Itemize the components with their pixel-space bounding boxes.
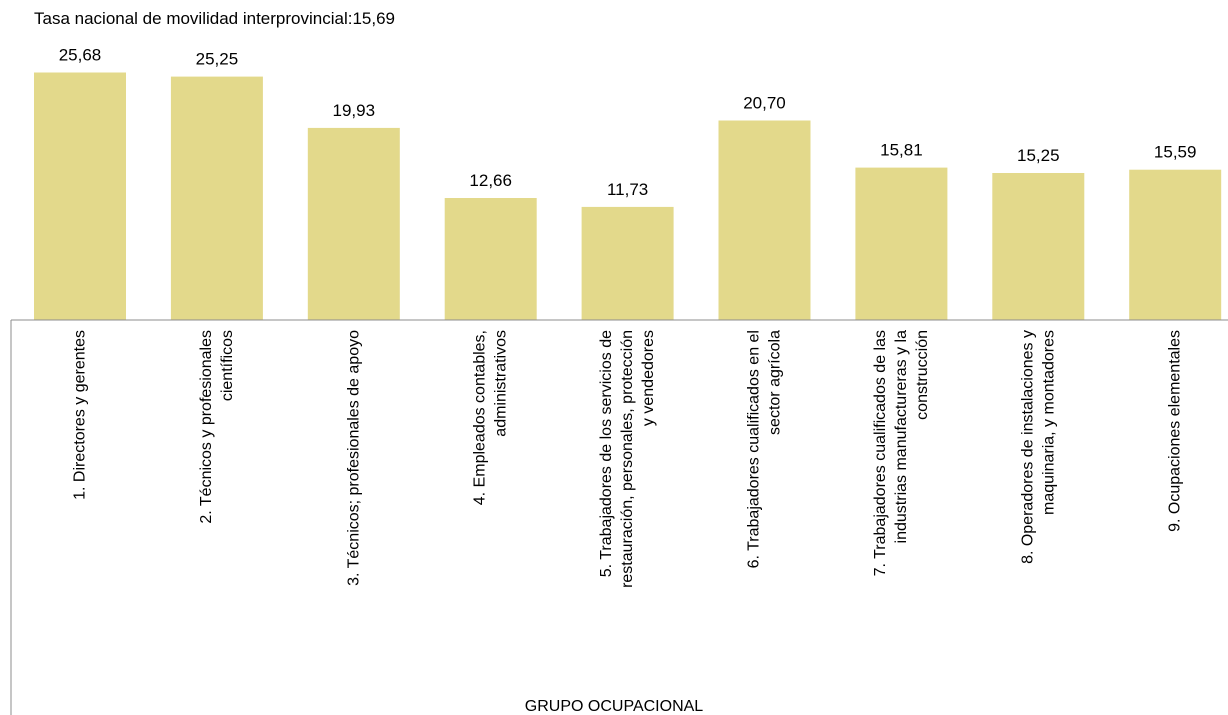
category-label-line: 6. Trabajadores cualificados en el <box>746 330 763 568</box>
bar-9 <box>1129 169 1222 320</box>
category-label-line: construcción <box>914 330 931 420</box>
bar-8 <box>992 173 1085 320</box>
value-label-2: 25,25 <box>196 50 239 69</box>
category-label-line: sector agrícola <box>767 330 784 435</box>
value-label-8: 15,25 <box>1017 146 1060 165</box>
bar-1 <box>34 72 126 320</box>
category-label-line: 2. Técnicos y profesionales <box>198 330 215 524</box>
category-label-3: 3. Técnicos; profesionales de apoyo <box>345 330 362 586</box>
category-label-line: maquinaria, y montadores <box>1040 330 1057 515</box>
bars-group <box>34 72 1222 321</box>
category-label-line: 1. Directores y gerentes <box>72 330 89 500</box>
value-label-9: 15,59 <box>1154 143 1197 162</box>
category-label-line: científicos <box>219 330 236 401</box>
category-label-line: 9. Ocupaciones elementales <box>1167 330 1184 532</box>
bar-2 <box>170 76 263 320</box>
category-label-line: 5. Trabajadores de los servicios de <box>598 330 615 577</box>
category-label-5: 5. Trabajadores de los servicios de resta… <box>598 330 657 588</box>
bar-3 <box>307 127 400 321</box>
category-label-line: y vendedores <box>640 330 657 426</box>
category-labels-group: 1. Directores y gerentes 2. Técnicos y pr… <box>72 330 1184 588</box>
category-label-line: 3. Técnicos; profesionales de apoyo <box>345 330 362 586</box>
bar-7 <box>855 167 948 320</box>
category-label-line: 4. Empleados contables, <box>472 330 489 505</box>
category-label-9: 9. Ocupaciones elementales <box>1167 330 1184 532</box>
value-label-4: 12,66 <box>469 171 512 190</box>
x-axis-title: GRUPO OCUPACIONAL <box>525 698 704 715</box>
category-label-6: 6. Trabajadores cualificados en el sector… <box>746 330 784 568</box>
category-label-4: 4. Empleados contables, administrativos <box>472 330 510 505</box>
value-label-1: 25,68 <box>59 46 102 65</box>
value-labels-group: 25,68 25,25 19,93 12,66 11,73 20,70 15,81 15,25… <box>59 46 1197 199</box>
value-label-7: 15,81 <box>880 141 923 160</box>
category-label-line: restauración, personales, protección <box>619 330 636 588</box>
value-label-5: 11,73 <box>607 180 648 199</box>
national-rate-annotation: Tasa nacional de movilidad interprovinci… <box>34 9 395 28</box>
category-label-line: 8. Operadores de instalaciones y <box>1019 330 1036 564</box>
bar-6 <box>718 120 811 320</box>
category-label-line: industrias manufactureras y la <box>893 330 910 544</box>
bar-5 <box>581 206 674 320</box>
category-label-line: 7. Trabajadores cualificados de las <box>872 330 889 576</box>
bar-4 <box>444 198 537 320</box>
category-label-line: administrativos <box>493 330 510 437</box>
category-label-8: 8. Operadores de instalaciones y maquinar… <box>1019 330 1057 564</box>
category-label-2: 2. Técnicos y profesionales científicos <box>198 330 236 524</box>
category-label-7: 7. Trabajadores cualificados de las indus… <box>872 330 931 576</box>
value-label-6: 20,70 <box>743 94 786 113</box>
category-label-1: 1. Directores y gerentes <box>72 330 89 500</box>
value-label-3: 19,93 <box>333 101 376 120</box>
